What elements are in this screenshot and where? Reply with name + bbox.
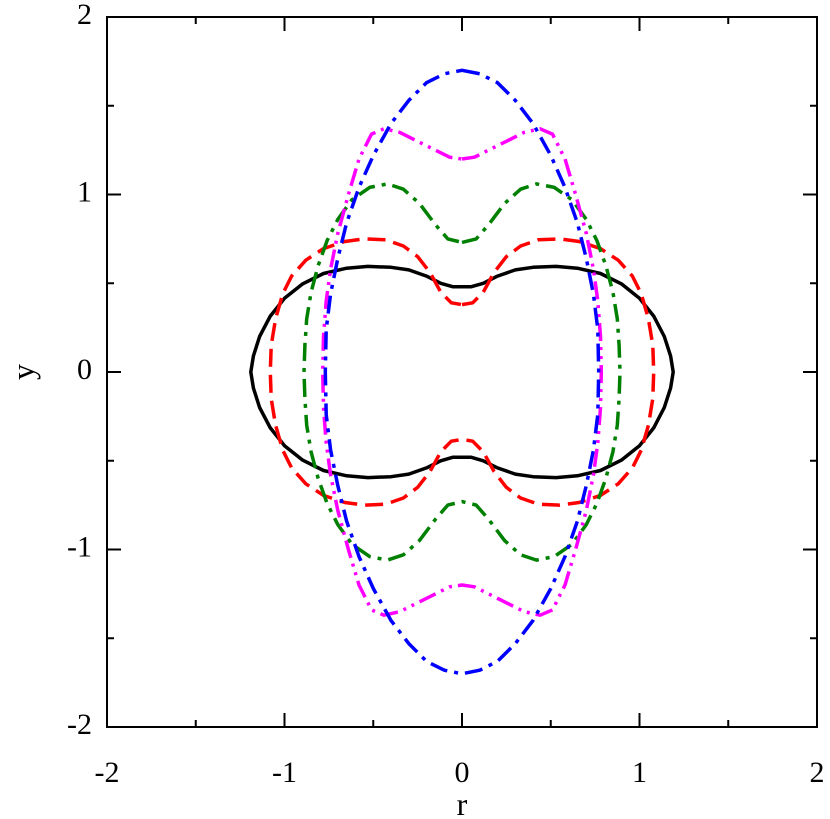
x-axis-label: r	[457, 786, 468, 819]
x-tick-labels: -2 -1 0 1 2	[95, 756, 825, 789]
series-curve-1	[249, 264, 675, 480]
series-curve-4	[320, 127, 604, 617]
axis-ticks	[106, 16, 818, 728]
curves	[249, 68, 675, 676]
x-tick-label: -1	[272, 756, 297, 789]
x-tick-label: -2	[95, 756, 120, 789]
y-axis-label: y	[4, 364, 40, 380]
series-curve-3	[302, 182, 622, 562]
y-tick-label: -1	[67, 530, 92, 563]
x-tick-label: 0	[455, 756, 470, 789]
plot-frame	[106, 16, 818, 728]
series-curve-2	[268, 237, 656, 507]
x-tick-label: 2	[810, 756, 825, 789]
x-tick-label: 1	[632, 756, 647, 789]
y-tick-label: 2	[77, 0, 92, 31]
y-tick-label: 1	[77, 175, 92, 208]
y-tick-label: -2	[67, 708, 92, 741]
y-tick-label: 0	[77, 353, 92, 386]
y-tick-labels: -2 -1 0 1 2	[67, 0, 92, 741]
series-curve-5	[323, 68, 601, 676]
